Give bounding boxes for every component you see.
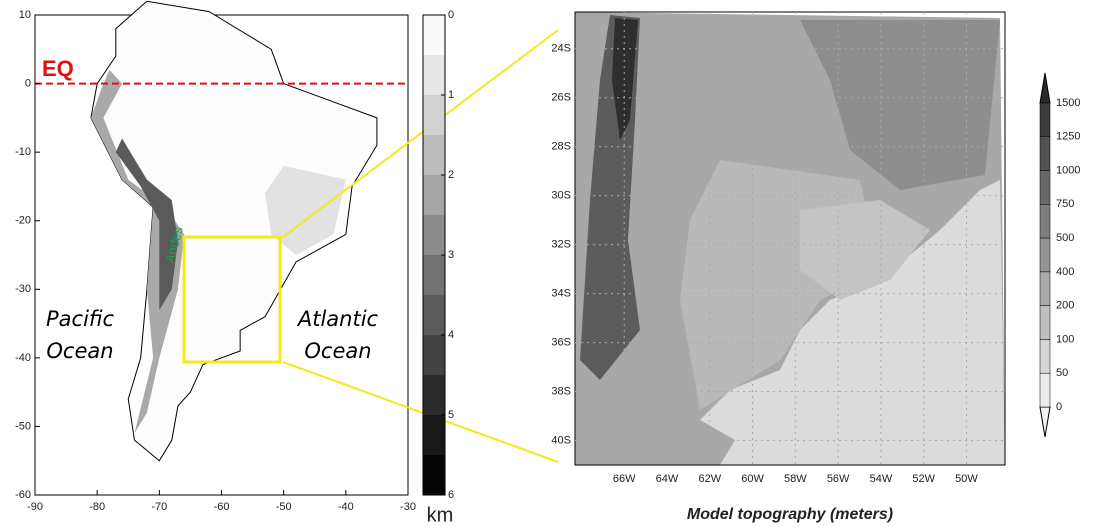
x-tick-label: 60W [741, 473, 764, 485]
colorbar-label: 1250 [1056, 131, 1080, 143]
colorbar-label: 100 [1056, 333, 1074, 345]
colorbar-label: 400 [1056, 266, 1074, 278]
colorbar-segment [1040, 238, 1050, 272]
colorbar-segment [1040, 137, 1050, 171]
caption: Model topography (meters) [687, 506, 893, 523]
colorbar-segment [1040, 171, 1050, 205]
y-tick-label: 10 [19, 9, 31, 21]
colorbar-segment [1040, 306, 1050, 340]
colorbar-segment [423, 295, 445, 336]
ocean-label: Pacific [46, 307, 114, 331]
y-tick-label: -30 [15, 283, 31, 295]
ocean-label: Ocean [46, 339, 113, 363]
y-tick-label: 24S [551, 43, 571, 55]
colorbar-segment [423, 215, 445, 256]
colorbar-segment [1040, 272, 1050, 306]
colorbar-label: 6 [448, 489, 454, 501]
x-tick-label: 62W [698, 473, 721, 485]
ocean-label: Atlantic [296, 307, 379, 331]
colorbar-segment [423, 175, 445, 216]
x-tick-label: -80 [89, 501, 105, 513]
x-tick-label: -30 [400, 501, 416, 513]
colorbar-segment [423, 455, 445, 496]
colorbar-label: 50 [1056, 367, 1068, 379]
y-tick-label: 32S [551, 239, 571, 251]
y-tick-label: 26S [551, 92, 571, 104]
colorbar-label: 4 [448, 329, 454, 341]
x-tick-label: -50 [276, 501, 292, 513]
y-tick-label: 0 [25, 77, 31, 89]
colorbar-label: 3 [448, 249, 454, 261]
colorbar-unit: km [427, 504, 454, 526]
x-tick-label: 54W [870, 473, 893, 485]
colorbar-label: 0 [1056, 401, 1062, 413]
x-tick-label: 66W [613, 473, 636, 485]
x-tick-label: 56W [827, 473, 850, 485]
colorbar-label: 1 [448, 89, 454, 101]
colorbar-segment [1040, 339, 1050, 373]
y-tick-label: -10 [15, 146, 31, 158]
colorbar-label: 2 [448, 169, 454, 181]
y-tick-label: 40S [551, 434, 571, 446]
colorbar-segment [423, 55, 445, 96]
colorbar-label: 1000 [1056, 164, 1080, 176]
equator-label: EQ [42, 56, 74, 81]
x-tick-label: -90 [27, 501, 43, 513]
colorbar-label: 500 [1056, 232, 1074, 244]
ocean-label: Ocean [304, 339, 371, 363]
x-tick-label: 50W [955, 473, 978, 485]
colorbar-segment [423, 135, 445, 176]
y-tick-label: 30S [551, 190, 571, 202]
colorbar-label: 5 [448, 409, 454, 421]
y-tick-label: 38S [551, 385, 571, 397]
colorbar-segment [423, 375, 445, 416]
y-tick-label: 34S [551, 288, 571, 300]
colorbar-segment [1040, 204, 1050, 238]
colorbar-segment [1040, 103, 1050, 137]
colorbar-label: 0 [448, 9, 454, 21]
x-tick-label: 58W [784, 473, 807, 485]
x-tick-label: 64W [656, 473, 679, 485]
x-tick-label: 52W [912, 473, 935, 485]
colorbar-segment [423, 15, 445, 56]
colorbar-label: 750 [1056, 198, 1074, 210]
colorbar-label: 200 [1056, 300, 1074, 312]
colorbar-segment [423, 95, 445, 136]
figure: EQPacificOceanAtlanticOceanAndes-90-80-7… [0, 0, 1093, 527]
colorbar-segment [423, 415, 445, 456]
y-tick-label: -50 [15, 420, 31, 432]
colorbar-segment [1040, 373, 1050, 407]
y-tick-label: -20 [15, 215, 31, 227]
x-tick-label: -60 [214, 501, 230, 513]
colorbar-label: 1500 [1056, 97, 1080, 109]
y-tick-label: -40 [15, 352, 31, 364]
y-tick-label: 36S [551, 336, 571, 348]
colorbar-segment [423, 255, 445, 296]
x-tick-label: -40 [338, 501, 354, 513]
y-tick-label: 28S [551, 141, 571, 153]
x-tick-label: -70 [151, 501, 167, 513]
y-tick-label: -60 [15, 489, 31, 501]
colorbar-segment [423, 335, 445, 376]
